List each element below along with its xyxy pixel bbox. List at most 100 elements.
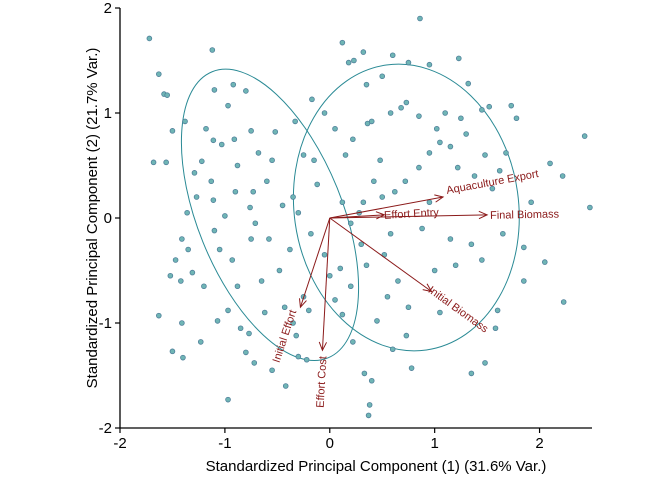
y-tick-label: -1 <box>99 315 112 332</box>
data-point <box>248 236 254 242</box>
data-point <box>363 81 370 88</box>
data-point <box>447 236 454 242</box>
data-point <box>541 259 548 265</box>
data-point <box>179 236 185 242</box>
data-point <box>321 251 328 258</box>
data-point <box>417 15 423 22</box>
data-point <box>366 402 373 408</box>
data-point <box>521 278 527 284</box>
data-point <box>471 173 478 179</box>
data-point <box>437 139 443 146</box>
data-point <box>489 185 496 192</box>
x-axis-ticks: -2 -1 0 1 2 <box>113 428 544 452</box>
arrowhead-effort-cost <box>318 341 327 352</box>
data-point <box>500 230 506 237</box>
data-point <box>225 396 231 403</box>
loading-arrow-initial-effort <box>299 217 331 308</box>
data-point <box>447 143 454 150</box>
data-point <box>458 115 464 122</box>
data-point <box>184 209 190 216</box>
data-point <box>230 81 237 88</box>
data-point <box>416 164 422 171</box>
loading-label-final-biomass: Final Biomass <box>490 208 560 221</box>
data-point <box>251 360 258 366</box>
data-point <box>426 199 433 206</box>
x-axis-title: Standardized Principal Component (1) (31… <box>206 458 547 475</box>
data-point <box>156 71 162 77</box>
x-tick-label: -1 <box>218 435 231 452</box>
data-point <box>248 128 254 134</box>
x-tick-label: 2 <box>535 435 543 452</box>
data-point <box>179 320 185 326</box>
data-point <box>528 199 534 206</box>
loading-label-effort-cost: Effort Cost <box>315 356 330 408</box>
data-point <box>290 320 296 326</box>
data-point <box>426 61 433 68</box>
data-point <box>482 360 488 366</box>
data-point <box>347 220 354 227</box>
data-point <box>494 307 501 314</box>
data-point <box>403 332 410 339</box>
data-point <box>293 332 300 339</box>
data-point <box>503 150 509 156</box>
data-point <box>482 152 488 158</box>
data-point <box>360 199 367 206</box>
data-point <box>560 299 567 305</box>
data-point <box>164 92 171 98</box>
data-point <box>321 110 328 116</box>
data-point <box>339 311 346 318</box>
arrowhead-initial-biomass <box>422 283 433 293</box>
data-point <box>216 246 223 253</box>
data-point <box>169 128 176 134</box>
data-point <box>365 412 372 419</box>
data-point <box>371 178 377 185</box>
data-point <box>360 49 367 55</box>
data-point <box>416 113 422 119</box>
data-point <box>272 129 279 135</box>
data-point <box>258 278 265 284</box>
data-point <box>387 230 394 237</box>
data-point <box>363 262 370 269</box>
arrowhead-aquaculture-export <box>434 194 445 203</box>
data-point <box>402 178 409 185</box>
data-point <box>387 110 394 116</box>
data-point <box>368 118 375 125</box>
data-point <box>308 230 314 237</box>
loading-arrow-aquaculture-export <box>329 196 444 219</box>
data-point <box>209 47 216 53</box>
data-point <box>156 312 162 319</box>
data-point <box>379 73 386 80</box>
data-point <box>269 157 275 164</box>
data-point <box>193 194 200 200</box>
data-point <box>172 257 179 263</box>
data-point <box>218 141 225 148</box>
data-point <box>180 354 186 361</box>
data-point <box>326 272 333 279</box>
data-point <box>468 241 475 248</box>
axes: -2 -1 0 1 2 -2 -1 0 1 2 <box>99 0 592 452</box>
data-point <box>282 383 289 389</box>
data-point <box>395 278 401 284</box>
data-point <box>150 159 157 166</box>
data-point <box>463 131 469 137</box>
arrowhead-effort-entry <box>375 211 386 220</box>
data-point <box>339 39 346 46</box>
arrowhead-final-biomass <box>478 210 489 220</box>
y-tick-label: 2 <box>104 0 112 17</box>
y-tick-label: 1 <box>104 105 112 122</box>
data-point <box>559 173 566 179</box>
x-tick-label: -2 <box>113 435 126 452</box>
y-tick-label: -2 <box>99 420 112 437</box>
data-point <box>358 241 365 248</box>
data-point <box>167 272 174 279</box>
loading-label-aquaculture-export: Aquaculture Export <box>445 168 539 197</box>
data-point <box>264 178 270 185</box>
data-point <box>513 115 520 122</box>
data-point <box>350 136 356 143</box>
data-point <box>295 209 302 216</box>
data-point <box>189 269 196 276</box>
data-point <box>465 80 472 87</box>
loading-label-initial-biomass: Initial Biomass <box>426 284 491 336</box>
data-point <box>350 339 356 345</box>
x-tick-label: 1 <box>430 435 438 452</box>
